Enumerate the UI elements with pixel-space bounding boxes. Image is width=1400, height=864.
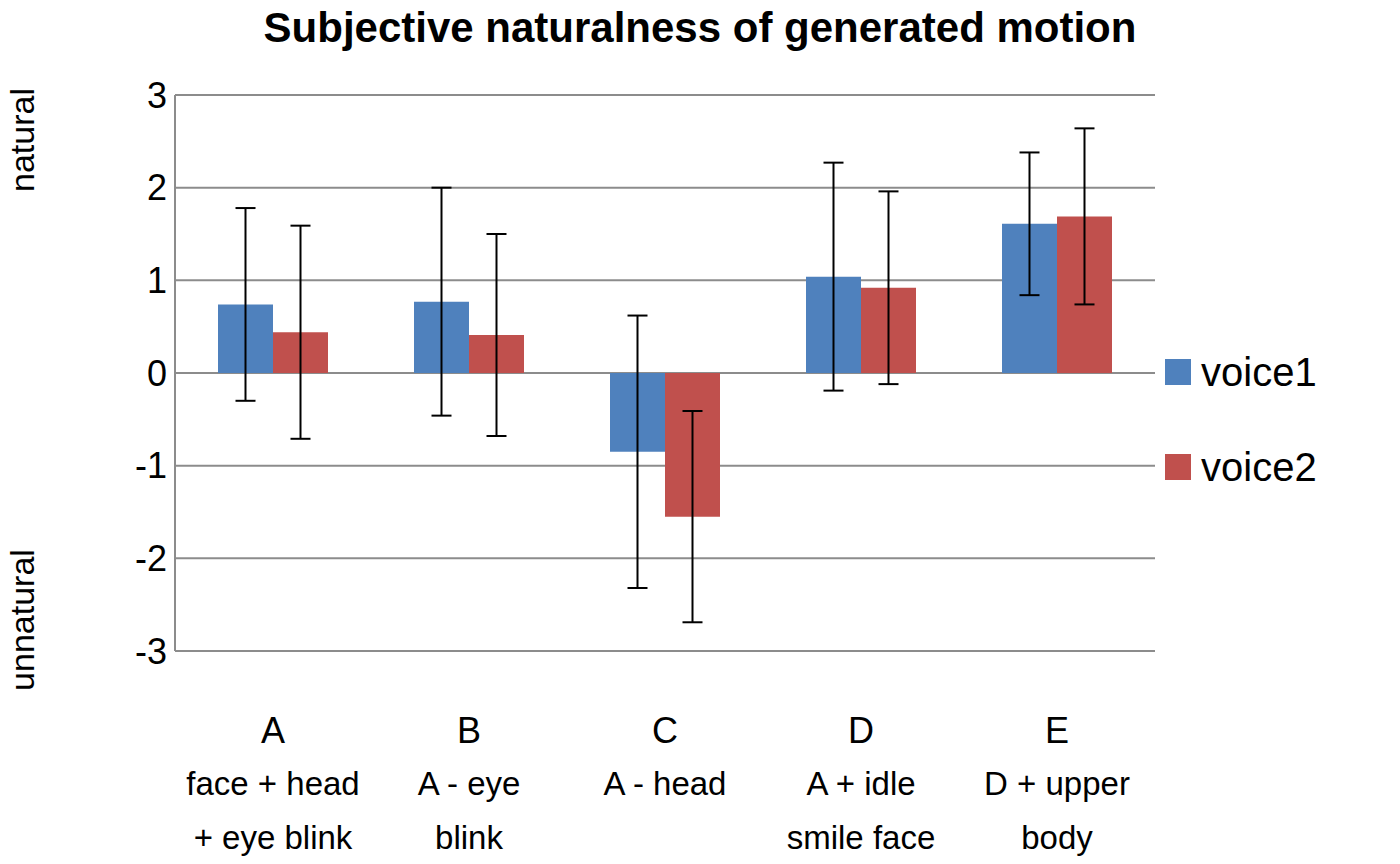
html-text:voice2: voice2 [1201, 444, 1317, 489]
svg-text:B: B [457, 710, 481, 751]
html-text:unnatural: unnatural [2, 549, 41, 691]
svg-text:blink: blink [435, 819, 503, 856]
svg-text:body: body [1021, 819, 1093, 856]
svg-text:-2: -2 [135, 538, 167, 579]
svg-text:A - eye: A - eye [418, 765, 521, 802]
html-text:voice1: voice1 [1201, 349, 1317, 394]
svg-text:3: 3 [147, 75, 167, 116]
html-text:Subjective naturalness of gene: Subjective naturalness of generated moti… [263, 4, 1137, 51]
svg-text:A - head: A - head [604, 765, 727, 802]
svg-text:face + head: face + head [186, 765, 359, 802]
svg-text:D: D [848, 710, 874, 751]
svg-text:1: 1 [147, 260, 167, 301]
svg-text:D + upper: D + upper [984, 765, 1130, 802]
svg-text:-3: -3 [135, 631, 167, 672]
svg-text:-1: -1 [135, 445, 167, 486]
svg-text:smile face: smile face [787, 819, 936, 856]
svg-text:C: C [652, 710, 678, 751]
svg-text:A: A [261, 710, 285, 751]
svg-text:A + idle: A + idle [806, 765, 915, 802]
svg-text:+ eye blink: + eye blink [194, 819, 353, 856]
svg-text:E: E [1045, 710, 1069, 751]
svg-text:0: 0 [147, 353, 167, 394]
html-text:natural: natural [2, 88, 41, 192]
svg-text:2: 2 [147, 167, 167, 208]
